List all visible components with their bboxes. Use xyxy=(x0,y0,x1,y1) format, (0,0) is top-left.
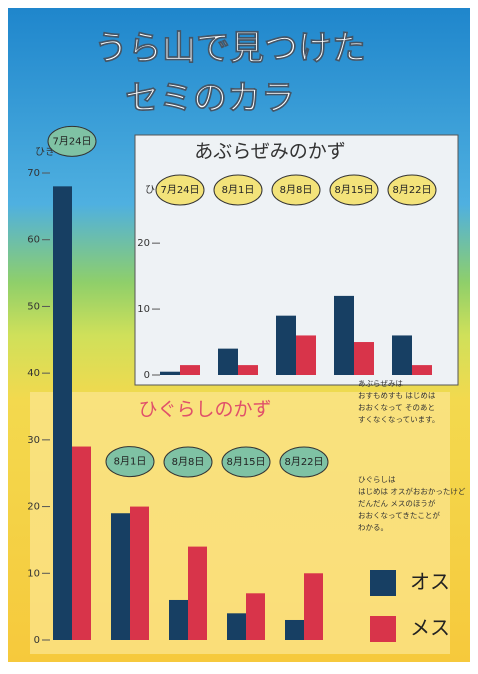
legend-swatch xyxy=(370,570,396,596)
bar xyxy=(238,365,258,375)
y-tick-label: 70 xyxy=(27,168,40,179)
chart-title: ひぐらしのかず xyxy=(138,399,271,421)
bar xyxy=(392,335,412,375)
date-bubble xyxy=(105,446,155,478)
bar xyxy=(111,513,130,640)
chart-title: あぶらぜみのかず xyxy=(194,141,346,163)
y-tick-label: 0 xyxy=(144,370,150,381)
date-bubble xyxy=(163,446,213,478)
bar xyxy=(188,546,207,640)
bar xyxy=(130,506,149,640)
y-tick-label: 30 xyxy=(27,435,40,446)
x-tick-label: 8月22日 xyxy=(284,456,323,468)
x-tick-label: 8月1日 xyxy=(114,456,147,468)
legend-label: メス xyxy=(410,616,450,640)
date-bubble xyxy=(387,174,437,206)
note-line: はじめは オスがおおかったけど xyxy=(358,486,466,496)
x-tick-label: 7月24日 xyxy=(160,184,199,196)
y-tick-label: 40 xyxy=(27,368,40,379)
date-bubble xyxy=(271,174,321,206)
lower-panel xyxy=(30,392,450,654)
y-tick-label: 50 xyxy=(27,301,40,312)
x-tick-label: 8月15日 xyxy=(334,184,373,196)
bar xyxy=(72,446,91,640)
x-tick-label: 7月24日 xyxy=(52,135,91,147)
bar xyxy=(160,371,180,375)
legend-swatch xyxy=(370,616,396,642)
bar xyxy=(53,186,72,641)
bar xyxy=(227,613,246,640)
y-tick-label: 20 xyxy=(27,502,40,513)
x-tick-label: 8月22日 xyxy=(392,184,431,196)
x-tick-label: 8月1日 xyxy=(222,184,255,196)
bar xyxy=(276,315,296,375)
note-line: だんだん メスのほうが xyxy=(358,498,436,508)
bar xyxy=(285,619,304,640)
y-tick-label: 10 xyxy=(137,304,150,315)
note-line: ひぐらしは xyxy=(358,475,396,484)
note-line: おおくなってきたことが xyxy=(358,510,440,520)
note-line: おおくなって そのあと xyxy=(358,403,435,412)
note-line: すくなくなっています。 xyxy=(358,415,439,424)
y-tick-label: 0 xyxy=(34,635,40,646)
bar xyxy=(296,335,316,375)
y-tick-label: 10 xyxy=(27,568,40,579)
note-line: わかる。 xyxy=(358,523,388,532)
bar xyxy=(304,573,323,640)
bar xyxy=(246,593,265,640)
bar xyxy=(169,599,188,640)
y-axis-label: ひき xyxy=(35,146,55,158)
bar xyxy=(354,342,374,375)
poster-title: うら山で見つけた xyxy=(94,29,366,69)
bar xyxy=(412,365,432,375)
bar xyxy=(218,348,238,375)
note-line: おすもめすも はじめは xyxy=(358,391,436,400)
bar xyxy=(180,365,200,375)
date-bubble xyxy=(221,446,271,478)
date-bubble xyxy=(329,174,379,206)
note-line: あぶらぜみは xyxy=(358,379,403,388)
date-bubble xyxy=(47,125,97,157)
y-tick-label: 60 xyxy=(27,235,40,246)
date-bubble xyxy=(279,446,329,478)
y-tick-label: 20 xyxy=(137,238,150,249)
date-bubble xyxy=(213,174,263,206)
x-tick-label: 8月15日 xyxy=(226,456,265,468)
date-bubble xyxy=(155,174,205,206)
bar xyxy=(334,295,354,375)
x-tick-label: 8月8日 xyxy=(280,184,313,196)
poster-title: セミのカラ xyxy=(125,79,295,119)
legend-label: オス xyxy=(410,570,450,594)
x-tick-label: 8月8日 xyxy=(172,456,205,468)
